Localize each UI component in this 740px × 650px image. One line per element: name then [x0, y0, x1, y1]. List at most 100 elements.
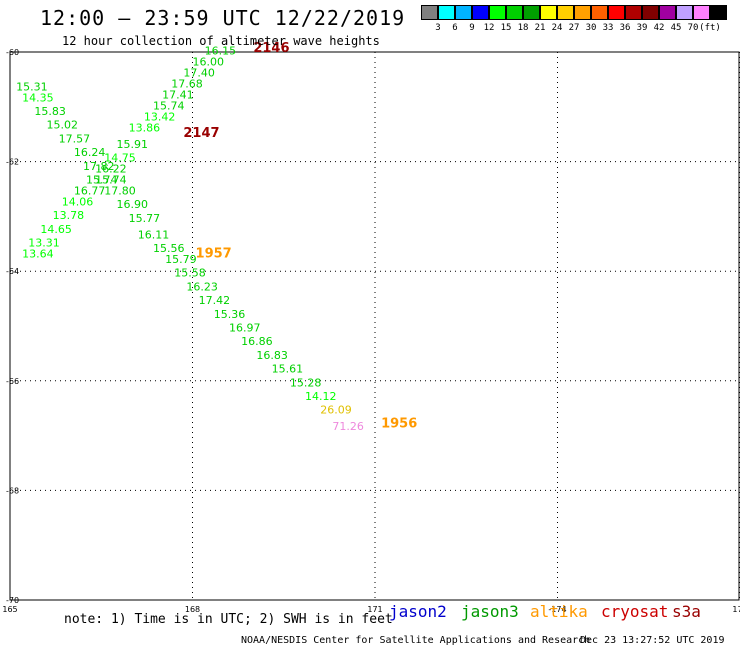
swh-value-label: 13.31 [28, 237, 60, 250]
swh-value-label: 13.78 [53, 209, 84, 222]
colorbar-label: 36 [619, 23, 631, 33]
y-tick-label: -62 [6, 158, 19, 167]
swh-value-label: 15.74 [153, 100, 185, 113]
colorbar-swatch [421, 5, 438, 20]
swh-value-label: 17.68 [171, 78, 203, 91]
y-tick-label: -60 [6, 48, 19, 57]
colorbar-swatch [693, 5, 710, 20]
colorbar-label: 42 [653, 23, 665, 33]
colorbar-swatch [574, 5, 591, 20]
swh-value-label: 17.82 [83, 160, 115, 173]
chart-title: 12:00 – 23:59 UTC 12/22/2019 [40, 6, 406, 30]
swh-value-label: 16.11 [138, 228, 170, 241]
x-tick-label: 171 [367, 605, 382, 614]
swh-value-label: 14.06 [62, 195, 93, 208]
colorbar-swatch [710, 5, 727, 20]
colorbar-swatch [523, 5, 540, 20]
x-tick-label: 177 [732, 605, 740, 614]
y-tick-label: -66 [6, 377, 19, 386]
colorbar-label: 70 [687, 23, 699, 33]
swh-value-label: 15.58 [174, 267, 206, 280]
chart-subtitle: 12 hour collection of altimeter wave hei… [62, 34, 380, 48]
swh-value-label: 16.24 [74, 146, 106, 159]
colorbar-label: 30 [585, 23, 597, 33]
swh-value-label: 16.23 [186, 280, 218, 293]
legend-jason3: jason3 [461, 602, 519, 621]
swh-value-label: 15.56 [153, 242, 185, 255]
swh-value-label: 16.00 [193, 56, 225, 69]
swh-value-label: 16.90 [116, 198, 148, 211]
swh-value-label: 14.75 [104, 152, 135, 165]
swh-value-label: 16.86 [241, 335, 273, 348]
track-time-label: 2146 [253, 41, 289, 56]
swh-value-label: 17.40 [183, 67, 215, 80]
swh-value-label: 15.77 [129, 212, 161, 225]
colorbar-label: 6 [452, 23, 458, 33]
swh-value-label: 15.79 [165, 253, 197, 266]
colorbar-swatch [455, 5, 472, 20]
swh-value-label: 71.26 [332, 420, 364, 433]
generation-timestamp: Dec 23 13:27:52 UTC 2019 [580, 635, 725, 646]
colorbar-swatch [438, 5, 455, 20]
swh-value-label: 15.74 [95, 174, 127, 187]
colorbar-swatch [608, 5, 625, 20]
y-tick-label: -68 [6, 486, 19, 495]
swh-value-label: 17.42 [199, 294, 231, 307]
swh-value-label: 15.83 [34, 105, 65, 118]
swh-value-label: 16.97 [229, 321, 261, 334]
swh-value-label: 16.77 [74, 184, 106, 197]
swh-value-label: 16.22 [95, 163, 127, 176]
colorbar-swatch [625, 5, 642, 20]
swh-value-label: 16.83 [256, 349, 288, 362]
y-tick-label: -70 [6, 596, 19, 605]
x-tick-label: -174 [548, 605, 566, 614]
legend-s3a: s3a [672, 602, 701, 621]
swh-value-label: 13.86 [129, 121, 161, 134]
footnote: note: 1) Time is in UTC; 2) SWH is in fe… [64, 612, 393, 627]
colorbar-swatch [489, 5, 506, 20]
colorbar-label: 3 [435, 23, 441, 33]
colorbar-label: 45 [670, 23, 682, 33]
credit-line: NOAA/NESDIS Center for Satellite Applica… [241, 635, 591, 646]
colorbar-label: 9 [469, 23, 475, 33]
swh-value-label: 13.64 [22, 248, 53, 261]
colorbar-label: 24 [551, 23, 563, 33]
swh-value-label: 15.02 [47, 119, 79, 132]
track-time-label: 2147 [183, 126, 219, 141]
x-tick-label: 165 [2, 605, 17, 614]
swh-value-label: 14.12 [305, 390, 337, 403]
legend-jason2: jason2 [389, 602, 447, 621]
colorbar-swatch [591, 5, 608, 20]
swh-value-label: 15.61 [272, 363, 304, 376]
colorbar-swatch [540, 5, 557, 20]
colorbar-label: 15 [500, 23, 512, 33]
swh-value-label: 17.41 [162, 89, 194, 102]
colorbar-label: 12 [483, 23, 495, 33]
colorbar-swatch [472, 5, 489, 20]
swh-value-label: 14.65 [40, 223, 72, 236]
colorbar-swatch [506, 5, 523, 20]
colorbar-swatch [557, 5, 574, 20]
legend-cryosat: cryosat [601, 602, 669, 621]
colorbar-label: 39 [636, 23, 648, 33]
swh-value-label: 17.80 [104, 184, 135, 197]
swh-value-label: 26.09 [320, 404, 352, 417]
colorbar-swatch [642, 5, 659, 20]
swh-value-label: 15.36 [214, 308, 246, 321]
swh-value-label: 17.57 [59, 132, 91, 145]
swh-value-label: 13.42 [144, 111, 176, 124]
legend-altika: altika [530, 602, 588, 621]
track-time-label: 1956 [381, 416, 417, 431]
swh-value-label: 14.35 [22, 91, 53, 104]
colorbar-swatch [659, 5, 676, 20]
x-tick-label: 168 [185, 605, 200, 614]
y-tick-label: -64 [6, 267, 19, 276]
swh-value-label: 15.91 [116, 138, 148, 151]
colorbar-label: 33 [602, 23, 614, 33]
colorbar-label: (ft) [699, 23, 721, 33]
swh-value-label: 16.15 [205, 45, 237, 58]
colorbar-label: 27 [568, 23, 580, 33]
colorbar-label: 18 [517, 23, 529, 33]
